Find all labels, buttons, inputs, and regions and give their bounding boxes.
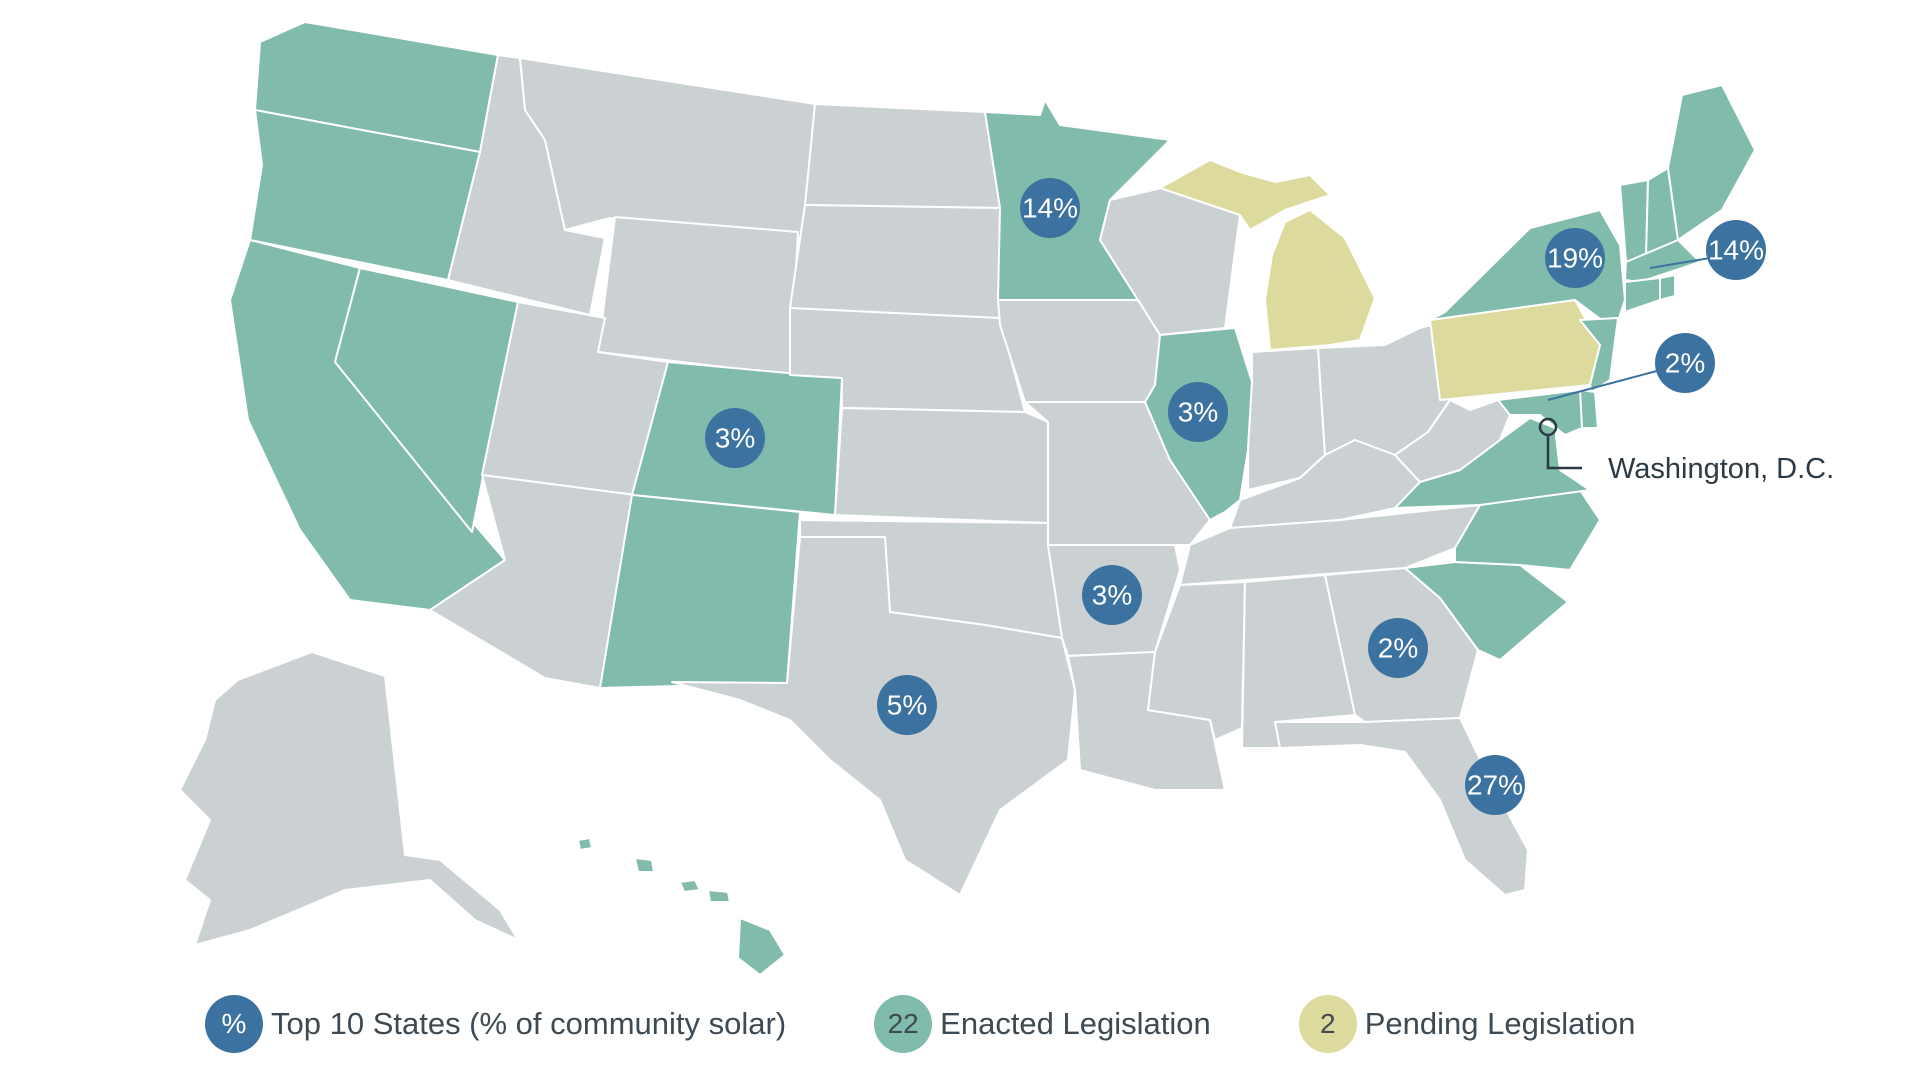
state-hawaii <box>577 837 786 976</box>
bubble-label: 19% <box>1547 243 1603 274</box>
bubble-label: 14% <box>1022 193 1078 224</box>
legend-swatch-pending: 2 <box>1298 995 1357 1053</box>
bubble-label: 3% <box>1178 397 1218 428</box>
state-wyoming <box>597 216 799 376</box>
bubble-florida: 27% <box>1465 755 1525 815</box>
bubble-colorado: 3% <box>705 408 765 468</box>
legend-item-top10: % Top 10 States (% of community solar) <box>205 995 786 1053</box>
leader-line-new-jersey <box>1547 367 1669 401</box>
state-florida <box>1274 717 1529 896</box>
bubble-label: 14% <box>1708 235 1764 266</box>
state-rhode-island <box>1659 274 1676 301</box>
state-iowa <box>997 299 1161 403</box>
legend-label-top10: Top 10 States (% of community solar) <box>271 1006 787 1041</box>
state-michigan-lower <box>1264 209 1376 351</box>
state-maryland <box>1497 389 1583 436</box>
bubble-arkansas: 3% <box>1082 565 1142 625</box>
state-new-mexico <box>599 494 801 689</box>
legend: % Top 10 States (% of community solar) 2… <box>205 995 1723 1053</box>
bubble-illinois: 3% <box>1168 382 1228 442</box>
bubble-label: 27% <box>1467 770 1523 801</box>
bubble-new-jersey: 2% <box>1655 333 1715 393</box>
state-vermont <box>1619 179 1649 263</box>
state-west-virginia <box>1394 399 1511 483</box>
legend-label-pending: Pending Legislation <box>1364 1006 1636 1041</box>
state-montana <box>519 57 816 239</box>
state-alaska <box>179 651 519 946</box>
bubble-label: 2% <box>1665 348 1705 379</box>
bubble-minnesota: 14% <box>1020 178 1080 238</box>
dc-annotation: Washington, D.C. <box>1538 417 1834 485</box>
state-nevada <box>334 267 519 533</box>
bubble-label: 3% <box>1092 580 1132 611</box>
state-connecticut <box>1624 277 1661 313</box>
state-north-dakota <box>804 103 1001 209</box>
legend-swatch-top10: % <box>205 995 263 1053</box>
state-maine <box>1667 84 1756 241</box>
state-texas <box>671 536 1076 896</box>
dc-leader <box>1546 435 1582 470</box>
bubble-label: 5% <box>887 690 927 721</box>
legend-swatch-enacted: 22 <box>874 995 933 1053</box>
state-massachusetts <box>1624 239 1701 283</box>
dc-label: Washington, D.C. <box>1608 453 1834 485</box>
bubble-texas: 5% <box>877 675 937 735</box>
bubble-new-york: 19% <box>1545 228 1605 288</box>
bubble-massachusetts: 14% <box>1706 220 1766 280</box>
state-oregon <box>249 109 481 281</box>
legend-item-pending: 2 Pending Legislation <box>1298 995 1636 1053</box>
bubble-label: 2% <box>1378 633 1418 664</box>
bubble-georgia: 2% <box>1368 618 1428 678</box>
state-michigan-upper <box>1159 159 1331 231</box>
legend-label-enacted: Enacted Legislation <box>940 1006 1211 1041</box>
state-south-dakota <box>789 204 1001 326</box>
state-kansas <box>834 407 1049 524</box>
legend-item-enacted: 22 Enacted Legislation <box>874 995 1211 1053</box>
bubble-label: 3% <box>715 423 755 454</box>
